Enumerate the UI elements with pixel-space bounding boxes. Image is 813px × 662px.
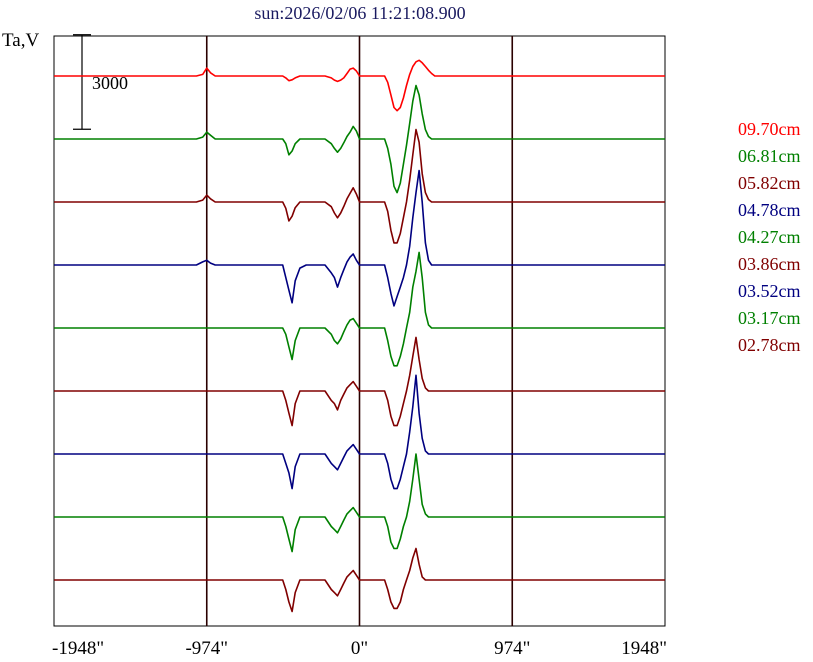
legend-item: 09.70cm [738,119,801,139]
series-line [54,547,665,613]
series-line [54,128,665,244]
legend-item: 04.27cm [738,227,801,247]
series-line [54,453,665,553]
series-line [54,59,665,112]
legend-item: 03.17cm [738,308,801,328]
x-tick-label: 0" [351,638,368,659]
legend-item: 03.52cm [738,281,801,301]
legend-item: 02.78cm [738,335,801,355]
series-line [54,251,665,367]
x-tick-label: -1948" [52,638,104,659]
x-tick-label: 974" [494,638,530,659]
chart-title: sun:2026/02/06 11:21:08.900 [254,3,466,23]
x-tick-label: -974" [185,638,228,659]
series-line [54,374,665,490]
legend-item: 05.82cm [738,173,801,193]
series-line [54,84,665,194]
scale-bar-label: 3000 [92,73,128,93]
legend-item: 04.78cm [738,200,801,220]
y-axis-label: Ta,V [2,30,40,51]
x-tick-label: 1948" [621,638,667,659]
series-line [54,169,665,307]
series-line [54,336,665,427]
legend-item: 03.86cm [738,254,801,274]
legend-item: 06.81cm [738,146,801,166]
